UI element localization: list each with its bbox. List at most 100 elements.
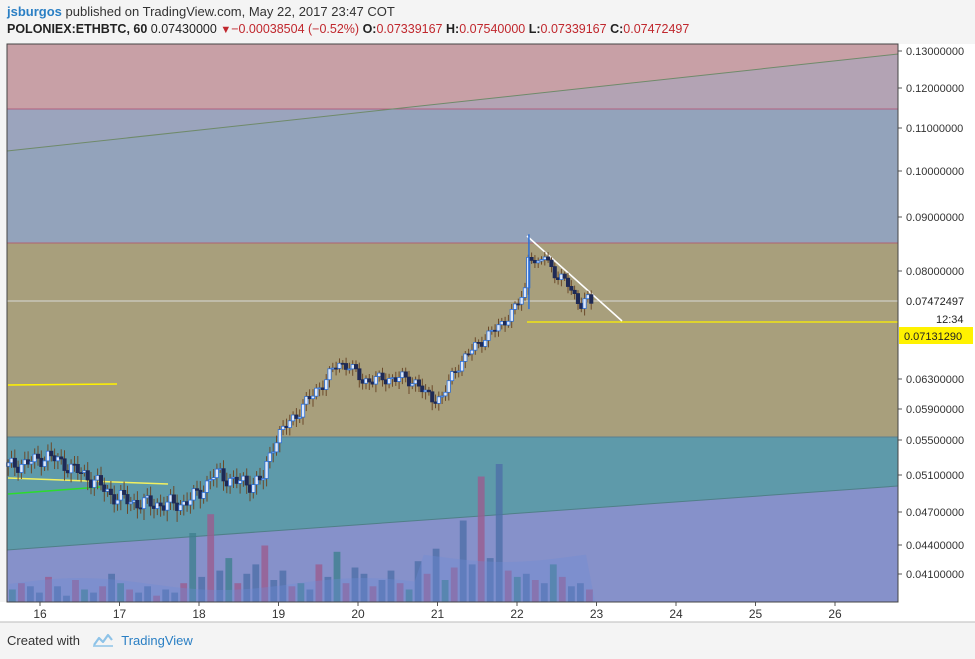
white-trend-line [526, 235, 623, 322]
time-axis-bg [0, 602, 975, 622]
candle [148, 495, 153, 507]
volume-bar [288, 586, 296, 602]
candle [446, 380, 451, 393]
candle [582, 298, 587, 309]
volume-bar [333, 551, 341, 602]
candle [79, 472, 84, 475]
candle [22, 459, 27, 465]
candles [6, 234, 594, 522]
candle [575, 293, 580, 305]
candle [522, 287, 527, 298]
candle [360, 379, 365, 384]
candle [440, 395, 445, 398]
candle [161, 505, 166, 511]
price-tick-label: 0.05900000 [906, 404, 964, 416]
price-axis[interactable]: 0.13000000 0.12000000 0.11000000 0.10000000… [898, 44, 975, 602]
time-tick-label: 24 [669, 607, 683, 621]
candle [287, 420, 292, 428]
candle [459, 360, 465, 372]
time-tick-label: 17 [113, 607, 127, 621]
candle [559, 273, 564, 281]
volume-bar [423, 573, 431, 602]
green-trend-line [7, 486, 101, 495]
candle [25, 459, 31, 465]
candle [274, 442, 279, 453]
volume-bar [54, 586, 61, 602]
candle [294, 414, 299, 419]
candle [423, 389, 428, 393]
candle [509, 308, 514, 322]
author-name[interactable]: jsburgos [7, 4, 62, 19]
volume-bar [324, 576, 332, 602]
candle [141, 497, 147, 509]
volume-bar [387, 570, 395, 602]
candle [29, 461, 34, 465]
candle [502, 320, 508, 326]
candle [307, 396, 312, 400]
created-with-label: Created with [7, 633, 80, 648]
volume-bar [234, 583, 242, 602]
candle [165, 501, 170, 511]
candle [449, 371, 455, 382]
price-axis-bg [898, 44, 975, 602]
candle [125, 494, 130, 505]
candle [9, 457, 14, 464]
symbol-line: POLONIEX:ETHBTC, 60 0.07430000 ▼−0.00038… [7, 22, 689, 36]
candle [261, 478, 266, 481]
price-tick-label: 0.12000000 [906, 83, 964, 95]
volume-bar [198, 576, 206, 602]
candle [214, 468, 219, 479]
low-value: 0.07339167 [540, 22, 607, 36]
volume-bar [486, 558, 494, 602]
volume-bar [495, 464, 503, 602]
candle [188, 499, 193, 506]
candle [334, 367, 339, 370]
candle [320, 387, 325, 390]
volume-bar [342, 583, 350, 602]
time-tick-label: 23 [590, 607, 604, 621]
zone-olive [7, 243, 898, 437]
volume-bar [558, 576, 566, 602]
candle [529, 256, 534, 261]
time-tick-label: 22 [510, 607, 524, 621]
candle [234, 476, 239, 484]
price-tick-label: 0.10000000 [906, 166, 964, 178]
candle [499, 320, 504, 326]
volume-bar [135, 592, 142, 602]
time-tick-label: 20 [351, 607, 365, 621]
candle [257, 475, 262, 481]
candle [135, 499, 140, 509]
candle [317, 387, 322, 390]
volume-bar [108, 573, 115, 602]
candle [98, 475, 104, 486]
candle [118, 489, 123, 501]
time-axis[interactable]: 16 17 18 19 20 21 22 23 24 25 26 [0, 602, 975, 622]
candle [45, 450, 50, 462]
volume-bar [207, 514, 215, 602]
candle [403, 371, 408, 378]
candle [496, 324, 501, 332]
volume-bar [144, 586, 151, 602]
candle [393, 377, 398, 382]
tradingview-logo-icon [92, 633, 114, 650]
candle [370, 381, 375, 385]
channel-top-line [6, 53, 899, 152]
plot-border [6, 43, 899, 603]
price-change: −0.00038504 (−0.52%) [231, 22, 360, 36]
tradingview-brand[interactable]: TradingView [121, 633, 193, 648]
volume-bar [72, 580, 79, 602]
candle [145, 495, 150, 499]
candle [413, 379, 418, 385]
price-tick-label: 0.06300000 [906, 374, 964, 386]
candle [82, 470, 87, 474]
candle [552, 266, 557, 279]
candle [486, 330, 491, 341]
candle [62, 458, 67, 471]
candle [115, 499, 120, 505]
time-tick-label: 16 [33, 607, 47, 621]
candle [55, 456, 60, 462]
candle [201, 491, 206, 499]
candle [194, 488, 200, 491]
candle [506, 320, 511, 326]
